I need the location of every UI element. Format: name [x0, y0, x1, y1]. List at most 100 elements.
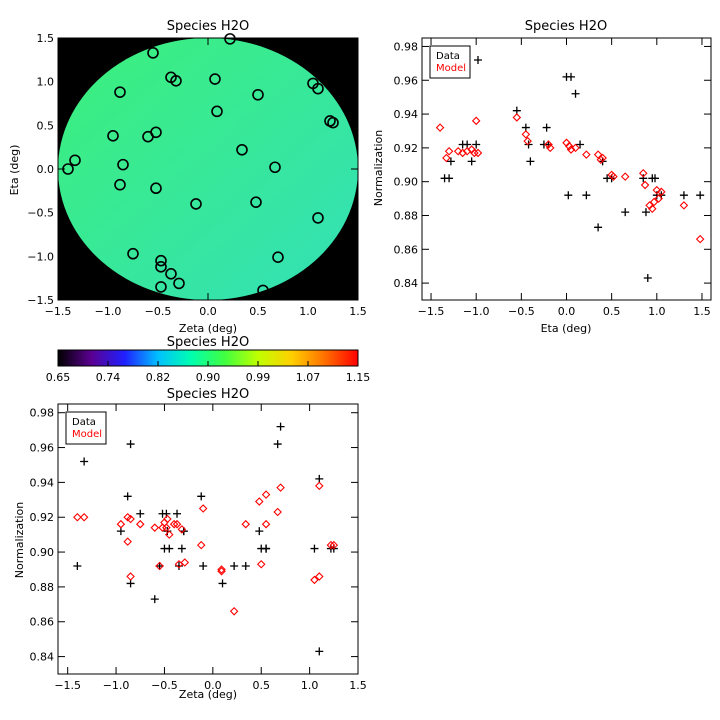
eta-scatter-model-point	[679, 201, 689, 210]
heatmap-point	[127, 247, 139, 260]
zeta-scatter-model-point	[198, 504, 208, 513]
zeta-scatter-x-tick-label: 0.0	[204, 679, 222, 692]
zeta-scatter-model-point	[150, 523, 160, 532]
zeta-scatter-frame	[57, 403, 359, 675]
zeta-scatter-model-point	[126, 572, 135, 581]
heatmap-point	[155, 254, 167, 267]
zeta-scatter-data-point	[73, 562, 82, 570]
zeta-scatter-model-point	[165, 530, 174, 539]
eta-scatter-data-point	[526, 157, 535, 166]
zeta-scatter-y-tick-label: 0.86	[30, 616, 55, 629]
zeta-scatter-model-point	[158, 523, 167, 532]
heatmap-ylabel: Eta (deg)	[8, 145, 21, 196]
heatmap-x-tick-label: 1.0	[299, 305, 317, 318]
heatmap-point	[327, 116, 339, 129]
eta-scatter-x-tick-label: 0.0	[558, 305, 576, 318]
eta-scatter-x-tick-label: 1.5	[693, 305, 711, 318]
colorbar-tick-label: 0.74	[96, 371, 121, 384]
heatmap-point	[312, 82, 324, 95]
eta-scatter-model-point	[545, 143, 555, 153]
zeta-scatter-data-point	[241, 562, 250, 570]
eta-scatter-model-point	[654, 194, 663, 203]
eta-scatter-x-tick-label: 0.5	[603, 305, 621, 318]
heatmap-point	[150, 126, 162, 139]
eta-scatter-model-point	[512, 113, 522, 122]
heatmap-point	[170, 74, 182, 87]
zeta-scatter-model-point	[196, 540, 206, 550]
eta-scatter-model-point	[648, 204, 657, 214]
zeta-scatter-model-point	[163, 514, 172, 524]
zeta-scatter-model-point	[255, 497, 264, 506]
zeta-scatter-model-point	[256, 559, 266, 569]
zeta-scatter-data-point	[177, 544, 186, 553]
eta-scatter-data-point	[446, 157, 455, 166]
eta-scatter-model-point	[620, 172, 630, 181]
zeta-scatter-data-point	[80, 457, 89, 466]
eta-scatter-data-point	[582, 191, 591, 200]
zeta-scatter-y-tick-label: 0.94	[30, 476, 55, 489]
zeta-scatter-model-point	[276, 483, 285, 492]
eta-scatter-y-tick-label: 0.90	[394, 176, 419, 189]
eta-scatter-data-point	[696, 191, 705, 200]
eta-scatter-panel: Species H2O Eta (deg) Normalization −1.5…	[372, 19, 712, 335]
colorbar-tick-label: 1.15	[346, 371, 371, 384]
eta-scatter-y-tick-label: 0.98	[394, 40, 419, 53]
heatmap-y-tick-label: 1.5	[37, 32, 55, 45]
zeta-scatter-model-point	[126, 514, 135, 524]
eta-scatter-model-point	[657, 187, 666, 197]
zeta-scatter-model-point	[162, 523, 171, 532]
zeta-scatter-model-point	[229, 607, 239, 616]
heatmap-point	[209, 73, 221, 85]
heatmap-point	[155, 261, 167, 273]
zeta-scatter-y-tick-label: 0.88	[30, 581, 55, 594]
heatmap-point	[117, 158, 129, 171]
eta-scatter-model-point	[444, 146, 454, 156]
eta-scatter-model-point	[695, 234, 705, 244]
zeta-scatter-data-point	[136, 509, 145, 518]
heatmap-y-tick-label: 0.0	[37, 163, 55, 176]
eta-scatter-data-point	[679, 191, 688, 200]
heatmap-point	[269, 161, 281, 174]
heatmap-point	[150, 182, 162, 195]
zeta-scatter-model-point	[315, 481, 324, 491]
eta-scatter-model-point	[521, 130, 531, 139]
eta-scatter-x-tick-label: 1.0	[648, 305, 666, 318]
eta-scatter-model-point	[473, 148, 483, 158]
heatmap-point	[107, 130, 119, 142]
heatmap-point	[147, 47, 159, 59]
zeta-scatter-model-point	[315, 572, 324, 581]
heatmap-point	[312, 212, 324, 224]
zeta-scatter-model-point	[177, 525, 187, 534]
heatmap-point	[236, 143, 248, 156]
zeta-scatter-title: Species H2O	[167, 387, 249, 402]
zeta-scatter-model-point	[310, 575, 319, 585]
eta-scatter-y-tick-label: 0.86	[394, 243, 419, 256]
eta-scatter-y-tick-label: 0.94	[394, 108, 419, 121]
eta-scatter-data-point	[639, 174, 648, 183]
zeta-scatter-legend-label: Model	[72, 429, 102, 440]
eta-scatter-model-point	[649, 197, 659, 207]
heatmap-x-tick-label: −0.5	[145, 305, 172, 318]
eta-scatter-data-point	[576, 140, 585, 149]
zeta-scatter-y-tick-label: 0.92	[30, 511, 55, 524]
eta-scatter-y-tick-label: 0.96	[394, 74, 419, 87]
zeta-scatter-data-point	[116, 527, 125, 536]
zeta-scatter-model-point	[172, 519, 182, 529]
zeta-scatter-data-point	[230, 562, 239, 570]
eta-scatter-data-point	[467, 157, 476, 166]
colorbar-tick-label: 0.99	[246, 371, 271, 384]
eta-scatter-data-point	[542, 123, 551, 132]
eta-scatter-data-point	[643, 274, 652, 283]
eta-scatter-model-point	[640, 180, 650, 190]
zeta-scatter-data-point	[276, 422, 285, 431]
eta-scatter-model-point	[638, 168, 648, 178]
heatmap-panel: Species H2O Zeta (deg) Eta (deg) −1.5 −1.…	[8, 19, 367, 335]
eta-scatter-model-point	[609, 172, 618, 181]
zeta-scatter-data-point	[197, 492, 206, 501]
eta-scatter-legend	[429, 45, 471, 79]
zeta-scatter-xlabel: Zeta (deg)	[179, 688, 237, 701]
zeta-scatter-y-tick-label: 0.90	[30, 546, 55, 559]
zeta-scatter-plot-area	[58, 404, 358, 674]
eta-scatter-model-point	[471, 116, 481, 126]
